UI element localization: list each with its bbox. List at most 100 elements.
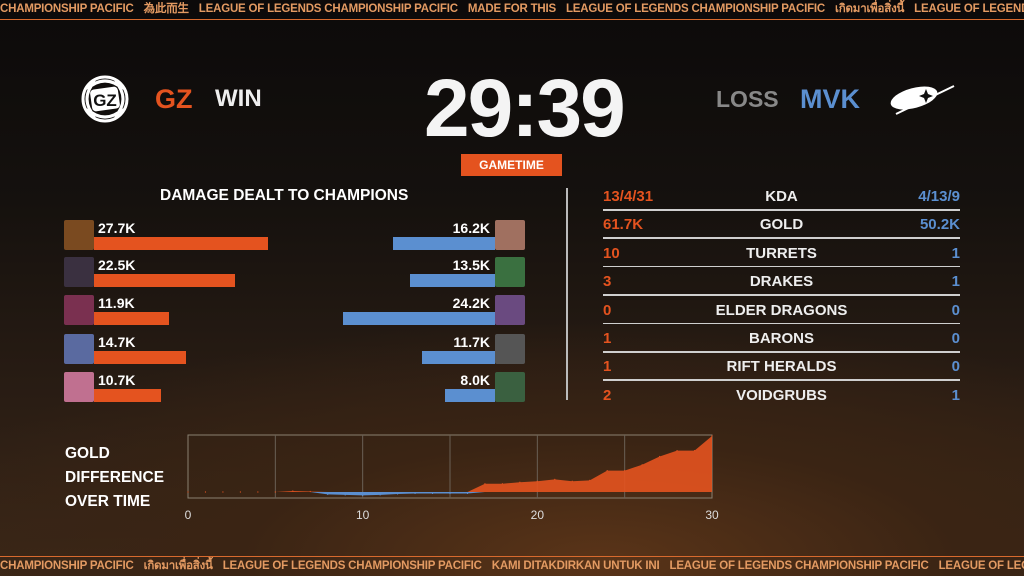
x-tick-label: 20 [531, 508, 545, 522]
team-left-result: WIN [215, 85, 262, 112]
gold-diff-point [431, 492, 434, 495]
gold-diff-point [222, 491, 224, 493]
stat-label: VOIDGRUBS [736, 386, 827, 404]
stat-row: 3 DRAKES 1 [603, 267, 960, 295]
gold-diff-label-line: OVER TIME [65, 493, 151, 510]
stat-row: 13/4/31 KDA 4/13/9 [603, 182, 960, 210]
damage-bar-right [393, 237, 495, 250]
gold-diff-point [239, 491, 241, 493]
gold-diff-point [606, 469, 608, 472]
damage-value-left: 11.9K [98, 295, 135, 311]
gold-diff-point [397, 493, 399, 495]
gold-diff-point [449, 492, 451, 495]
damage-bar-right [343, 312, 495, 325]
x-tick-label: 10 [356, 508, 370, 522]
ticker-item: LEAGUE OF LEGENDS CHAMPIONSHIP PACIFIC [222, 560, 482, 572]
damage-bar-right [421, 351, 495, 364]
champion-portrait-left [64, 257, 94, 287]
stat-divider [603, 209, 960, 211]
gold-diff-point [257, 491, 259, 493]
stat-label: BARONS [748, 330, 814, 347]
stat-divider [603, 379, 960, 381]
damage-bar-left [94, 274, 236, 287]
gold-diff-point [362, 494, 364, 497]
stat-left-value: 61.7K [603, 216, 644, 234]
champion-portrait-left [64, 220, 94, 250]
champion-portrait-left [64, 295, 94, 325]
champion-portrait-left [64, 372, 94, 402]
damage-value-left: 14.7K [98, 334, 136, 350]
gold-diff-point [327, 493, 329, 496]
gold-diff-point [466, 492, 469, 495]
champion-portrait-right [495, 257, 525, 287]
stat-row: 61.7K GOLD 50.2K [603, 210, 960, 238]
damage-bar-left [94, 389, 162, 402]
mvk-logo [884, 82, 956, 118]
gold-lead-area-right [188, 492, 712, 496]
gold-diff-point [519, 481, 521, 483]
gz-logo: GZ [77, 71, 133, 127]
gold-diff-label-line: GOLD [65, 445, 110, 462]
gz-logo-text: GZ [93, 91, 117, 110]
gold-diff-point [711, 435, 713, 437]
gold-diff-chart: 0 10 20 30 [185, 434, 719, 522]
damage-bar-right [410, 274, 495, 287]
champion-portrait-right [495, 372, 525, 402]
champion-portrait-right [495, 334, 525, 364]
gametime-badge: GAMETIME [461, 154, 562, 176]
stat-right-value: 1 [951, 386, 960, 404]
gold-diff-point [204, 491, 207, 493]
stat-divider [603, 322, 960, 325]
stat-left-value: 1 [603, 330, 612, 347]
stat-left-value: 1 [603, 358, 612, 376]
champion-portrait-right [495, 295, 525, 325]
ticker-item: LEAGUE OF LEGENDS CHAMPIONSHIP PACIFIC [669, 560, 929, 572]
top-ticker: CHAMPIONSHIP PACIFIC 為此而生 LEAGUE OF LEGEND… [0, 0, 1024, 20]
ticker-item: LEAGUE OF LEGENDS CHAMPIONSHIP PACIFIC [198, 3, 458, 15]
damage-value-right: 13.5K [452, 257, 490, 273]
stat-left-value: 13/4/31 [603, 188, 654, 205]
ticker-item: MADE FOR THIS [467, 3, 556, 15]
x-tick-label: 0 [185, 508, 192, 522]
damage-bar-right [444, 389, 495, 402]
stat-divider [603, 265, 960, 268]
ticker-item: LEAGUE OF LEGENDS CHAMPIONSHIP PACIFIC [938, 560, 1024, 572]
stat-right-value: 0 [951, 358, 960, 376]
damage-value-left: 27.7K [98, 220, 136, 236]
gold-diff-label: GOLD DIFFERENCE OVER TIME [65, 442, 164, 514]
gold-diff-point [641, 464, 643, 466]
team-right-name: MVK [800, 84, 860, 114]
stat-left-value: 3 [603, 273, 612, 291]
gold-diff-point [187, 491, 189, 493]
gold-diff-point [292, 490, 294, 492]
bottom-ticker: CHAMPIONSHIP PACIFIC เกิดมาเพื่อสิ่งนี้ LE… [0, 556, 1024, 576]
stat-label: RIFT HERALDS [726, 358, 837, 376]
champion-portrait-right [495, 220, 525, 250]
gold-diff-point [659, 455, 661, 458]
gold-diff-point [589, 479, 591, 481]
stat-right-value: 50.2K [919, 216, 960, 234]
damage-value-right: 11.7K [453, 334, 490, 350]
damage-value-left: 22.5K [98, 257, 136, 273]
stat-row: 10 TURRETS 1 [603, 239, 960, 267]
game-timer: 29:39 [424, 63, 626, 154]
gold-diff-point [693, 450, 696, 452]
gold-diff-point [414, 492, 416, 495]
ticker-item: LEAGUE OF LEGENDS CHAMPIONSHIP PACIFIC [565, 3, 826, 15]
stat-row: 2 VOIDGRUBS 1 [603, 381, 960, 409]
stat-label: KDA [765, 188, 798, 205]
gold-diff-label-line: DIFFERENCE [65, 469, 165, 486]
gold-diff-point [484, 483, 486, 485]
gold-diff-point [309, 490, 311, 493]
damage-bar-left [94, 312, 169, 325]
stat-right-value: 0 [951, 301, 960, 319]
ticker-item: LEAGUE OF LEGENDS CHAMPIONSHIP PACIFIC [914, 3, 1024, 15]
gold-diff-point [344, 494, 346, 496]
gold-diff-point [501, 483, 503, 485]
stat-row: 0 ELDER DRAGONS 0 [603, 296, 960, 324]
ticker-item: KAMI DITAKDIRKAN UNTUK INI [491, 560, 660, 572]
ticker-item: เกิดมาเพื่อสิ่งนี้ [835, 3, 905, 15]
stat-divider [603, 351, 960, 353]
stat-right-value: 4/13/9 [918, 188, 960, 205]
team-left-name: GZ [155, 84, 193, 114]
